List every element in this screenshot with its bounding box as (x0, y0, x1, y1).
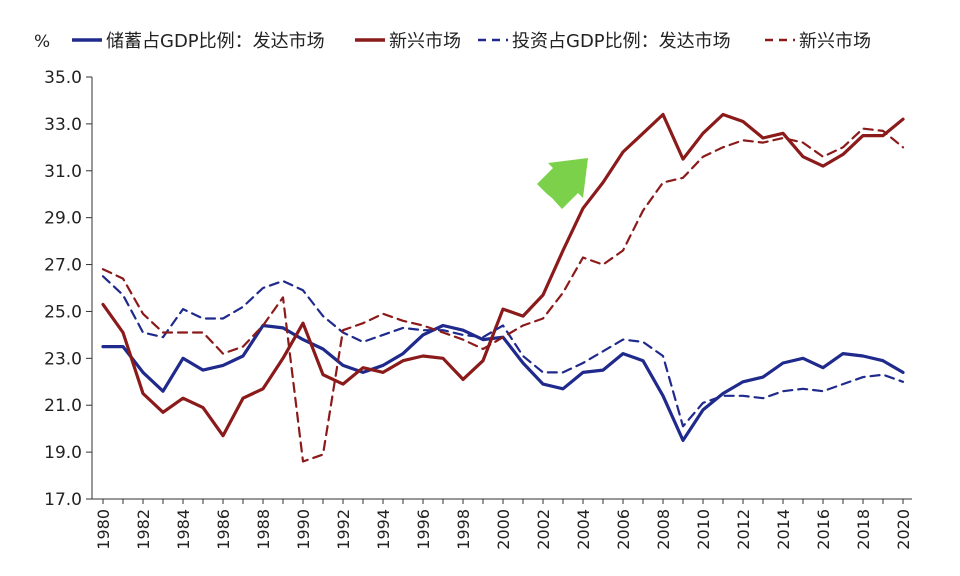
x-tick-label: 1984 (174, 509, 193, 550)
x-tick-label: 1980 (94, 509, 113, 550)
legend-label-2: 投资占GDP比例：发达市场 (512, 31, 731, 52)
y-tick-label: 29.0 (44, 209, 82, 229)
y-tick-label: 23.0 (44, 349, 82, 369)
y-tick-label: 33.0 (44, 115, 82, 135)
y-tick-label: 17.0 (44, 490, 82, 510)
legend-label-1: 新兴市场 (389, 31, 461, 52)
x-tick-label: 1992 (334, 509, 353, 550)
y-tick-label: 21.0 (44, 396, 82, 416)
series-line-0 (101, 323, 905, 442)
legend: 储蓄占GDP比例：发达市场 新兴市场 投资占GDP比例：发达市场 新兴市场 (72, 31, 871, 52)
x-tick-label: 1986 (214, 509, 233, 550)
x-tick-label: 2018 (854, 509, 873, 550)
x-tick-label: 1990 (294, 509, 313, 550)
x-tick-label: 1996 (414, 509, 433, 550)
x-tick-label: 2016 (814, 509, 833, 550)
x-tick-label: 2000 (494, 509, 513, 550)
series-line-1 (101, 112, 905, 438)
y-tick-label: 31.0 (44, 162, 82, 182)
x-tick-label: 1982 (134, 509, 153, 550)
up-arrow-icon (537, 158, 588, 209)
x-tick-label: 2012 (734, 509, 753, 550)
x-tick-label: 2006 (614, 509, 633, 550)
x-tick-label: 1998 (454, 509, 473, 550)
x-tick-label: 2020 (894, 509, 913, 550)
x-tick-label: 2008 (654, 509, 673, 550)
x-tick-label: 2010 (694, 509, 713, 550)
x-tick-label: 2002 (534, 509, 553, 550)
x-tick-label: 1988 (254, 509, 273, 550)
x-tick-label: 2004 (574, 509, 593, 550)
y-tick-label: 27.0 (44, 256, 82, 276)
y-axis-unit-label: % (34, 32, 50, 52)
y-tick-label: 19.0 (44, 443, 82, 463)
y-tick-label: 35.0 (44, 68, 82, 88)
series-line-3 (101, 127, 905, 463)
x-tick-label: 2014 (774, 509, 793, 550)
x-axis: 1980 1982 1984 1986 1988 1990 1992 1994 1996 1998… (92, 498, 913, 550)
y-tick-label: 25.0 (44, 302, 82, 322)
series-layer (101, 112, 905, 463)
legend-label-3: 新兴市场 (799, 31, 871, 52)
x-tick-label: 1994 (374, 509, 393, 550)
legend-label-0: 储蓄占GDP比例：发达市场 (106, 31, 325, 52)
y-axis: 17.0 19.0 21.0 23.0 25.0 27.0 29.0 31.0 33.0 35.0 (44, 68, 93, 510)
series-line-2 (101, 275, 905, 428)
